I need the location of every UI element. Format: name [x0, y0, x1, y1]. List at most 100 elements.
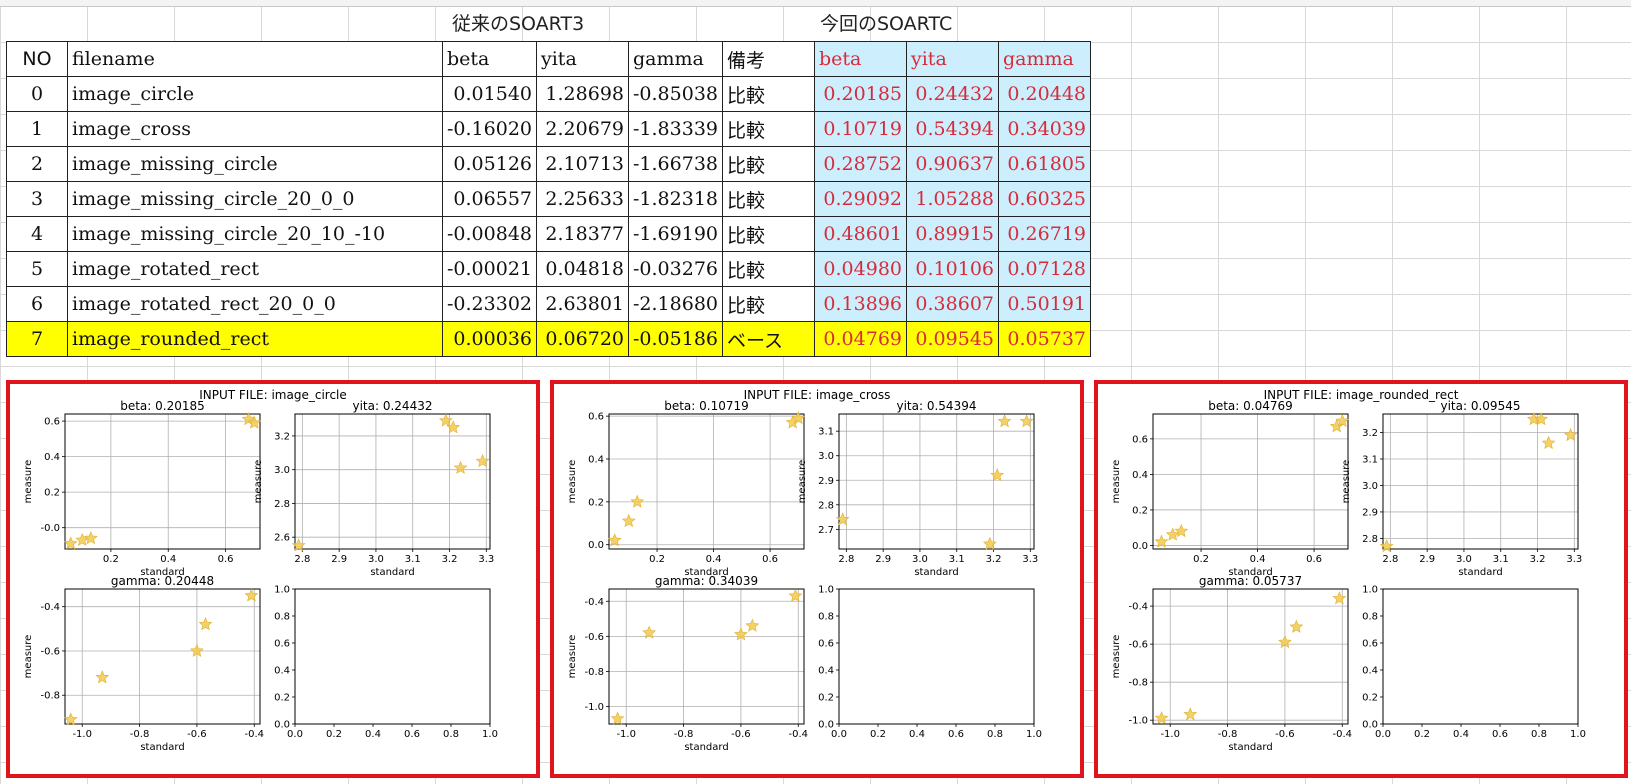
column-header-strip[interactable]: [0, 0, 1631, 7]
col-header-yita-old[interactable]: yita: [536, 41, 629, 77]
cell-gamma-new[interactable]: 0.05737: [998, 321, 1091, 357]
cell-filename[interactable]: image_circle: [67, 76, 443, 112]
cell-beta-new[interactable]: 0.28752: [814, 146, 907, 182]
cell-gamma-old[interactable]: -0.85038: [628, 76, 723, 112]
cell-beta-old[interactable]: -0.00848: [442, 216, 537, 252]
x-tick-label: 3.1: [405, 554, 421, 565]
cell-remark[interactable]: 比較: [722, 286, 815, 322]
axes-frame: [1382, 588, 1579, 725]
cell-beta-new[interactable]: 0.13896: [814, 286, 907, 322]
data-point-star: [1165, 527, 1180, 541]
cell-no[interactable]: 6: [6, 286, 68, 322]
col-header-gamma-old[interactable]: gamma: [628, 41, 723, 77]
cell-gamma-new[interactable]: 0.20448: [998, 76, 1091, 112]
cell-no[interactable]: 2: [6, 146, 68, 182]
cell-beta-new[interactable]: 0.29092: [814, 181, 907, 217]
x-tick-label: -1.0: [72, 729, 92, 740]
cell-gamma-new[interactable]: 0.50191: [998, 286, 1091, 322]
cell-beta-old[interactable]: 0.05126: [442, 146, 537, 182]
x-axis-label: standard: [684, 742, 728, 753]
col-header-gamma-new[interactable]: gamma: [998, 41, 1091, 77]
cell-beta-old[interactable]: 0.06557: [442, 181, 537, 217]
data-point-star: [1019, 414, 1034, 428]
cell-yita-new[interactable]: 0.24432: [906, 76, 999, 112]
cell-remark[interactable]: 比較: [722, 181, 815, 217]
cell-yita-new[interactable]: 0.10106: [906, 251, 999, 287]
x-tick-label: 0.4: [706, 554, 722, 565]
cell-filename[interactable]: image_missing_circle: [67, 146, 443, 182]
y-tick-label: 1.0: [818, 585, 834, 596]
cell-gamma-old[interactable]: -0.05186: [628, 321, 723, 357]
col-header-beta-old[interactable]: beta: [442, 41, 537, 77]
cell-yita-new[interactable]: 0.90637: [906, 146, 999, 182]
cell-yita-new[interactable]: 0.38607: [906, 286, 999, 322]
cell-remark[interactable]: 比較: [722, 111, 815, 147]
cell-yita-new[interactable]: 0.09545: [906, 321, 999, 357]
cell-yita-old[interactable]: 2.25633: [536, 181, 629, 217]
cell-yita-new[interactable]: 0.54394: [906, 111, 999, 147]
cell-beta-old[interactable]: -0.16020: [442, 111, 537, 147]
cell-yita-new[interactable]: 1.05288: [906, 181, 999, 217]
cell-yita-old[interactable]: 2.63801: [536, 286, 629, 322]
cell-no[interactable]: 1: [6, 111, 68, 147]
cell-remark[interactable]: 比較: [722, 146, 815, 182]
cell-remark[interactable]: 比較: [722, 216, 815, 252]
cell-yita-new[interactable]: 0.89915: [906, 216, 999, 252]
cell-gamma-new[interactable]: 0.07128: [998, 251, 1091, 287]
y-tick-label: -0.8: [584, 667, 604, 678]
x-tick-label: 0.8: [1531, 729, 1547, 740]
cell-yita-old[interactable]: 0.04818: [536, 251, 629, 287]
cell-filename[interactable]: image_missing_circle_20_0_0: [67, 181, 443, 217]
cell-filename[interactable]: image_rotated_rect: [67, 251, 443, 287]
cell-filename[interactable]: image_rounded_rect: [67, 321, 443, 357]
cell-yita-old[interactable]: 2.20679: [536, 111, 629, 147]
cell-beta-new[interactable]: 0.04980: [814, 251, 907, 287]
data-point-star: [244, 588, 259, 602]
cell-gamma-old[interactable]: -1.66738: [628, 146, 723, 182]
subplot-title: yita: 0.54394: [897, 399, 977, 413]
cell-beta-old[interactable]: 0.01540: [442, 76, 537, 112]
cell-gamma-old[interactable]: -0.03276: [628, 251, 723, 287]
cell-beta-new[interactable]: 0.20185: [814, 76, 907, 112]
cell-filename[interactable]: image_missing_circle_20_10_-10: [67, 216, 443, 252]
cell-beta-old[interactable]: -0.00021: [442, 251, 537, 287]
data-point-star: [63, 712, 78, 726]
gamma-subplot: -1.0 -0.8 -0.6 -0.4 -0.8 -0.6 -0.4 gamma: 0.204…: [23, 574, 264, 753]
cell-remark[interactable]: 比較: [722, 76, 815, 112]
cell-no[interactable]: 7: [6, 321, 68, 357]
cell-beta-new[interactable]: 0.04769: [814, 321, 907, 357]
cell-gamma-new[interactable]: 0.26719: [998, 216, 1091, 252]
cell-beta-old[interactable]: -0.23302: [442, 286, 537, 322]
cell-gamma-old[interactable]: -1.69190: [628, 216, 723, 252]
cell-yita-old[interactable]: 1.28698: [536, 76, 629, 112]
cell-gamma-old[interactable]: -1.83339: [628, 111, 723, 147]
cell-yita-old[interactable]: 2.18377: [536, 216, 629, 252]
cell-no[interactable]: 0: [6, 76, 68, 112]
cell-remark[interactable]: 比較: [722, 251, 815, 287]
cell-gamma-new[interactable]: 0.61805: [998, 146, 1091, 182]
x-tick-label: -0.4: [789, 729, 809, 740]
cell-remark[interactable]: ベース: [722, 321, 815, 357]
panel-title: INPUT FILE: image_rounded_rect: [1263, 388, 1459, 402]
cell-filename[interactable]: image_rotated_rect_20_0_0: [67, 286, 443, 322]
col-header-remark[interactable]: 備考: [722, 41, 815, 77]
cell-beta-new[interactable]: 0.10719: [814, 111, 907, 147]
cell-gamma-old[interactable]: -2.18680: [628, 286, 723, 322]
x-tick-label: 0.4: [160, 554, 176, 565]
cell-yita-old[interactable]: 2.10713: [536, 146, 629, 182]
cell-no[interactable]: 3: [6, 181, 68, 217]
cell-gamma-new[interactable]: 0.34039: [998, 111, 1091, 147]
cell-beta-old[interactable]: 0.00036: [442, 321, 537, 357]
cell-filename[interactable]: image_cross: [67, 111, 443, 147]
cell-no[interactable]: 4: [6, 216, 68, 252]
col-header-yita-new[interactable]: yita: [906, 41, 999, 77]
cell-gamma-new[interactable]: 0.60325: [998, 181, 1091, 217]
cell-gamma-old[interactable]: -1.82318: [628, 181, 723, 217]
cell-beta-new[interactable]: 0.48601: [814, 216, 907, 252]
cell-yita-old[interactable]: 0.06720: [536, 321, 629, 357]
col-header-filename[interactable]: filename: [67, 41, 443, 77]
col-header-beta-new[interactable]: beta: [814, 41, 907, 77]
x-axis-label: standard: [140, 567, 184, 578]
cell-no[interactable]: 5: [6, 251, 68, 287]
col-header-no[interactable]: NO: [6, 41, 68, 77]
